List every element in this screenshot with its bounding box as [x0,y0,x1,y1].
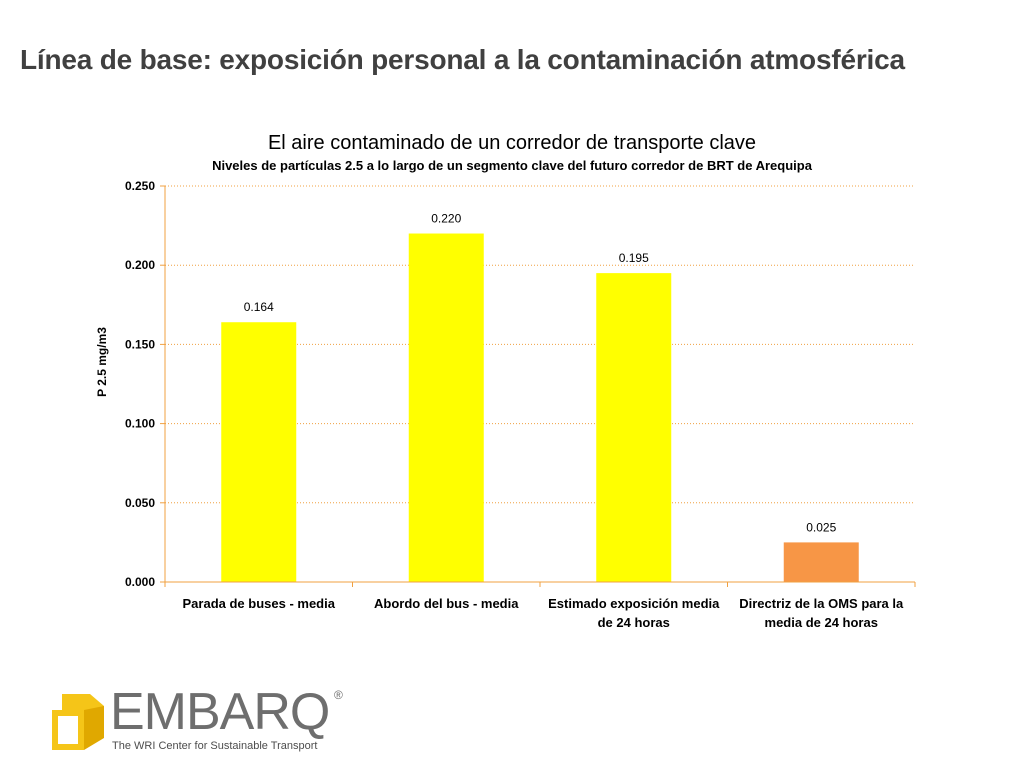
embarq-logo: EMBARQ ® The WRI Center for Sustainable … [48,683,368,758]
y-tick-label: 0.000 [125,575,155,589]
logo-wordmark: EMBARQ [110,683,330,741]
bar-value-label: 0.164 [244,300,274,314]
x-category-label: de 24 horas [598,615,670,630]
y-tick-label: 0.200 [125,258,155,272]
bar [596,273,672,582]
y-tick-label: 0.050 [125,496,155,510]
x-category-label: Abordo del bus - media [374,596,519,611]
chart-subtitle: Niveles de partículas 2.5 a lo largo de … [212,158,813,173]
x-category-label: media de 24 horas [765,615,878,630]
embarq-logo-mark-icon [52,694,104,750]
bar [221,322,297,582]
bar-value-label: 0.025 [806,520,836,534]
x-category-label: Parada de buses - media [183,596,336,611]
logo-tagline: The WRI Center for Sustainable Transport [112,740,318,752]
bar-chart: El aire contaminado de un corredor de tr… [95,132,916,630]
slide-title: Línea de base: exposición personal a la … [20,44,905,75]
bar-value-label: 0.220 [431,212,461,226]
x-category-label: Estimado exposición media [548,596,720,611]
y-axis-label: P 2.5 mg/m3 [95,327,109,397]
logo-registered-mark: ® [334,688,343,702]
x-category-label: Directriz de la OMS para la [739,596,904,611]
y-tick-label: 0.250 [125,179,155,193]
y-tick-label: 0.100 [125,417,155,431]
chart-title: El aire contaminado de un corredor de tr… [268,132,756,154]
bar-value-label: 0.195 [619,251,649,265]
bar [783,542,859,582]
y-tick-label: 0.150 [125,337,155,351]
bar [408,233,484,582]
